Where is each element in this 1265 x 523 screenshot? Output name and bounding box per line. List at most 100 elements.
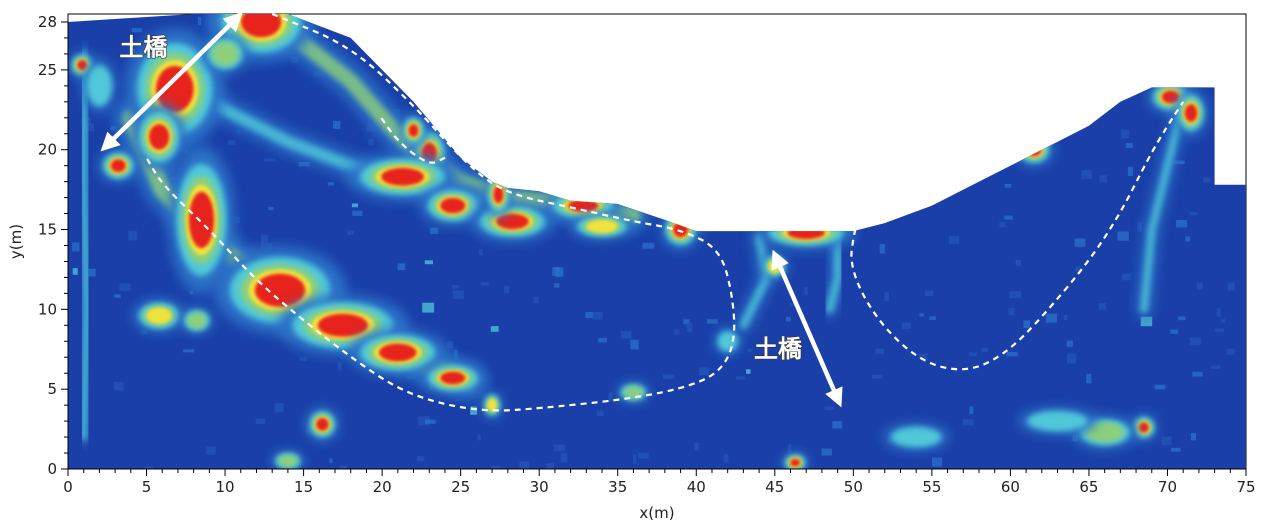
speckle-mark bbox=[554, 283, 560, 288]
speckle-mark bbox=[1170, 447, 1181, 452]
y-tick-label: 10 bbox=[38, 300, 57, 318]
speckle-mark bbox=[1221, 318, 1226, 323]
double-arrow bbox=[100, 12, 243, 152]
speckle-mark bbox=[630, 339, 639, 350]
speckle-mark bbox=[1098, 303, 1106, 310]
speckle-mark bbox=[1015, 259, 1021, 266]
y-axis-label: y(m) bbox=[7, 224, 25, 259]
speckle-mark bbox=[478, 249, 483, 256]
dashed-boundary-line bbox=[145, 12, 736, 412]
speckle-mark bbox=[351, 203, 359, 208]
speckle-mark bbox=[329, 458, 333, 464]
speckle-mark bbox=[1161, 436, 1172, 446]
speckle-mark bbox=[197, 17, 202, 26]
hotspot-layer-ellipse bbox=[891, 426, 942, 448]
hotspot-layer-ellipse bbox=[568, 199, 599, 213]
hotspot bbox=[132, 298, 186, 333]
speckle-mark bbox=[1140, 316, 1153, 327]
speckle-mark bbox=[1023, 320, 1030, 329]
speckle-mark bbox=[1190, 433, 1196, 441]
speckle-mark bbox=[663, 374, 675, 379]
speckle-mark bbox=[723, 453, 729, 463]
speckle-mark bbox=[291, 57, 299, 63]
speckle-mark bbox=[1203, 177, 1211, 183]
speckle-mark bbox=[598, 337, 607, 343]
hotspot-layer-ellipse bbox=[278, 455, 298, 467]
speckle-mark bbox=[71, 242, 80, 252]
speckle-mark bbox=[1006, 351, 1018, 357]
speckle-mark bbox=[706, 319, 718, 324]
hotspot bbox=[714, 327, 741, 355]
speckle-mark bbox=[274, 403, 284, 413]
speckle-mark bbox=[999, 221, 1006, 227]
speckle-mark bbox=[804, 287, 808, 295]
x-tick-label: 25 bbox=[451, 478, 470, 496]
hotspot bbox=[1017, 407, 1098, 435]
speckle-mark bbox=[788, 443, 792, 452]
speckle-mark bbox=[925, 290, 934, 296]
speckle-mark bbox=[969, 406, 974, 414]
speckle-mark bbox=[560, 453, 568, 463]
hotspot-layer-ellipse bbox=[188, 191, 215, 248]
hotspot bbox=[1174, 89, 1208, 137]
x-tick-label: 75 bbox=[1236, 478, 1255, 496]
speckle-mark bbox=[533, 297, 539, 303]
speckle-mark bbox=[1009, 291, 1022, 299]
speckle-mark bbox=[452, 290, 464, 299]
speckle-mark bbox=[694, 443, 699, 451]
speckle-mark bbox=[264, 158, 276, 162]
dashed-boundary-layer bbox=[145, 12, 1185, 412]
speckle-mark bbox=[429, 227, 439, 235]
hotspot-layer-ellipse bbox=[187, 312, 207, 329]
speckle-mark bbox=[1086, 373, 1092, 384]
speckle-mark bbox=[585, 311, 593, 318]
speckle-mark bbox=[1189, 212, 1198, 216]
speckle-mark bbox=[490, 465, 501, 469]
speckle-mark bbox=[470, 406, 478, 415]
speckle-mark bbox=[446, 341, 454, 349]
speckle-mark bbox=[339, 465, 347, 469]
speckle-mark bbox=[746, 369, 751, 374]
speckle-mark bbox=[1216, 307, 1221, 317]
speckle-mark bbox=[1125, 143, 1133, 148]
speckle-mark bbox=[919, 313, 924, 317]
hotspot-layer-ellipse bbox=[623, 386, 644, 399]
speckle-mark bbox=[128, 231, 138, 241]
speckle-mark bbox=[1120, 129, 1130, 139]
hotspot-layer-ellipse bbox=[381, 167, 424, 186]
speckle-mark bbox=[1075, 266, 1081, 272]
speckle-mark bbox=[189, 290, 194, 294]
hotspot-layer-ellipse bbox=[1138, 422, 1149, 433]
speckle-mark bbox=[1210, 365, 1221, 369]
speckle-mark bbox=[424, 419, 436, 424]
hotspot-layer-ellipse bbox=[1085, 422, 1125, 443]
hotspot-layer-ellipse bbox=[1184, 104, 1198, 122]
speckle-mark bbox=[875, 348, 885, 355]
speckle-mark bbox=[674, 329, 680, 335]
double-arrow bbox=[771, 249, 843, 408]
speckle-mark bbox=[929, 316, 937, 320]
hotspot bbox=[616, 382, 650, 403]
dashed-boundary-line bbox=[378, 113, 446, 164]
speckle-mark bbox=[72, 268, 78, 275]
speckle-mark bbox=[228, 140, 236, 146]
speckle-mark bbox=[786, 317, 791, 322]
x-tick-label: 65 bbox=[1079, 478, 1098, 496]
speckle-mark bbox=[1127, 166, 1133, 176]
speckle-mark bbox=[1189, 337, 1201, 345]
speckle-mark bbox=[299, 357, 308, 362]
x-tick-label: 10 bbox=[216, 478, 235, 496]
speckle-mark bbox=[184, 149, 188, 153]
speckle-mark bbox=[1192, 371, 1203, 377]
speckle-mark bbox=[477, 434, 481, 441]
hotspot bbox=[271, 450, 305, 469]
hotspot bbox=[419, 361, 486, 395]
hotspot bbox=[202, 33, 249, 74]
speckle-mark bbox=[454, 350, 458, 360]
speckle-mark bbox=[981, 347, 988, 352]
speckle-mark bbox=[735, 376, 746, 380]
speckle-mark bbox=[638, 452, 649, 459]
speckle-mark bbox=[832, 421, 843, 429]
speckle-mark bbox=[332, 120, 341, 129]
hotspot bbox=[346, 153, 459, 201]
